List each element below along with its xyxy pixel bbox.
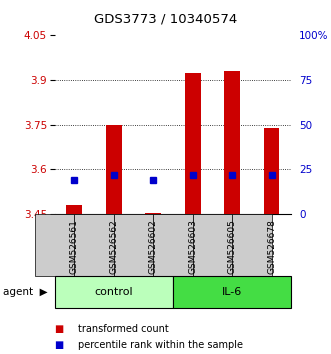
Bar <box>264 128 279 214</box>
Bar <box>232 214 271 276</box>
Bar <box>185 73 201 214</box>
Text: IL-6: IL-6 <box>222 287 242 297</box>
Text: control: control <box>94 287 133 297</box>
Text: percentile rank within the sample: percentile rank within the sample <box>78 340 243 350</box>
Bar <box>55 276 173 308</box>
Bar <box>224 71 240 214</box>
Bar <box>193 214 232 276</box>
Bar <box>145 213 161 214</box>
Bar <box>67 205 82 214</box>
Text: GSM526678: GSM526678 <box>267 219 276 274</box>
Text: GSM526603: GSM526603 <box>188 219 197 274</box>
Text: GSM526562: GSM526562 <box>109 219 118 274</box>
Bar <box>173 276 291 308</box>
Text: GSM526602: GSM526602 <box>149 219 158 274</box>
Text: GSM526605: GSM526605 <box>228 219 237 274</box>
Bar <box>106 125 122 214</box>
Text: ■: ■ <box>55 324 64 334</box>
Text: GSM526561: GSM526561 <box>70 219 79 274</box>
Text: ■: ■ <box>55 340 64 350</box>
Bar <box>35 214 74 276</box>
Bar <box>114 214 153 276</box>
Text: transformed count: transformed count <box>78 324 168 334</box>
Text: agent  ▶: agent ▶ <box>3 287 48 297</box>
Text: GDS3773 / 10340574: GDS3773 / 10340574 <box>94 12 237 25</box>
Bar <box>153 214 193 276</box>
Bar <box>74 214 114 276</box>
